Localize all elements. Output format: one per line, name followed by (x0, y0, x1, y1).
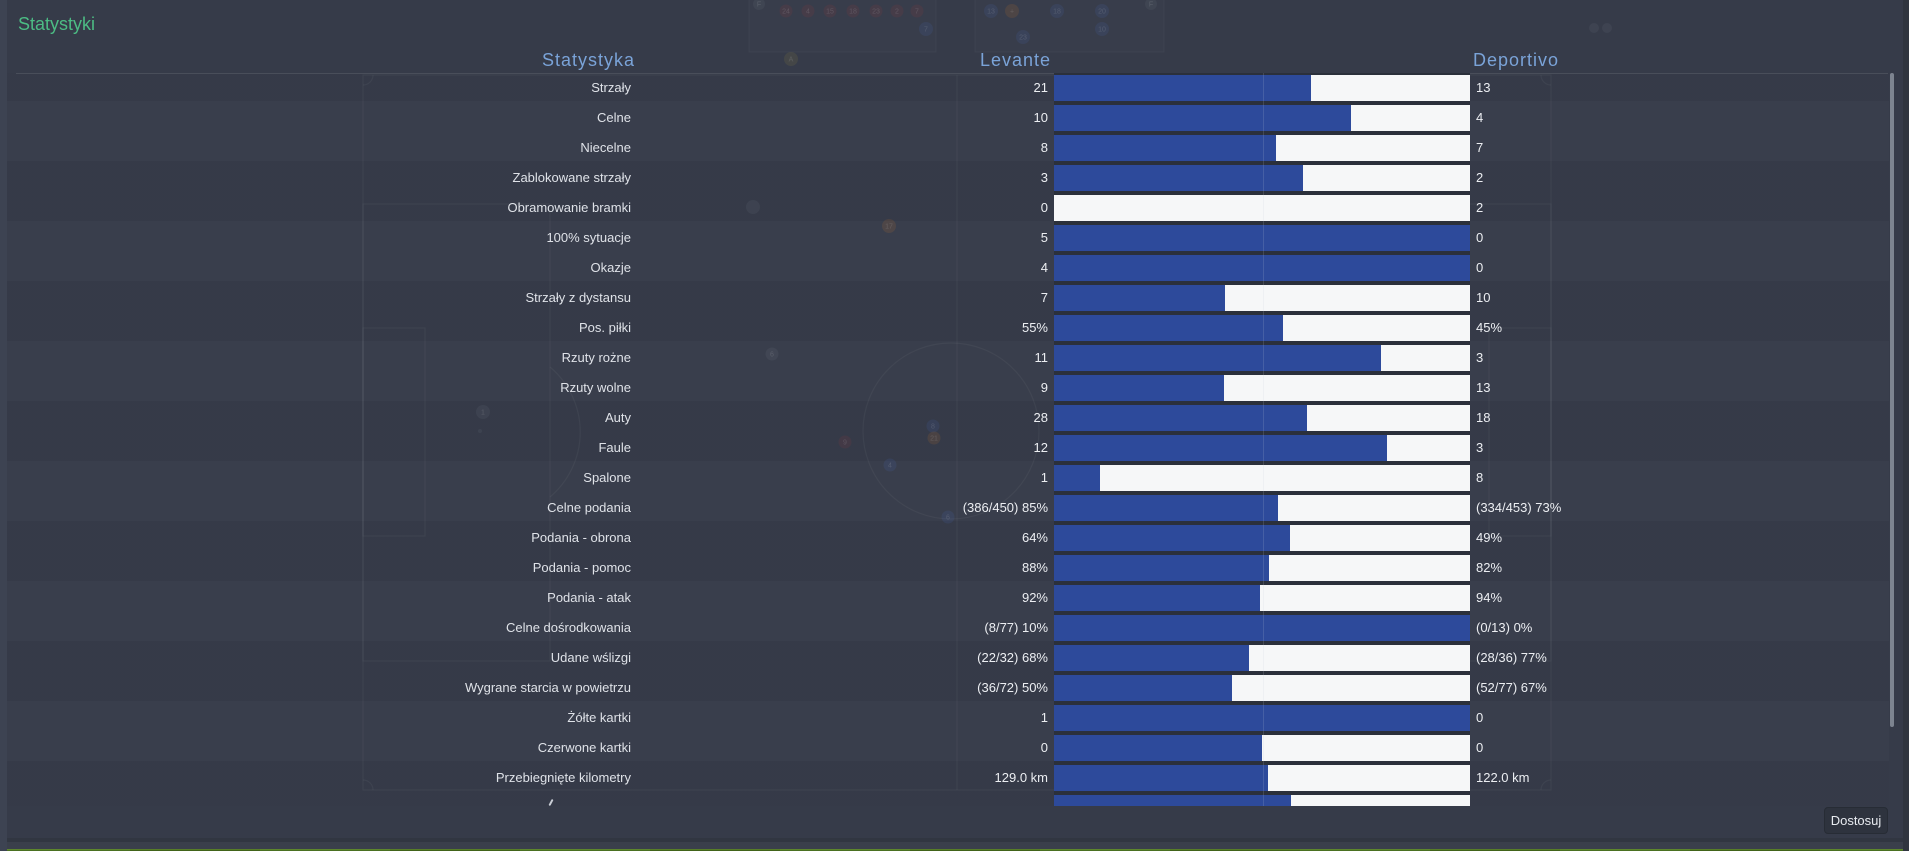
svg-text:9: 9 (843, 440, 847, 447)
svg-text:17: 17 (885, 224, 893, 231)
svg-text:8: 8 (931, 424, 935, 431)
svg-text:2: 2 (895, 9, 899, 16)
svg-text:7: 7 (915, 9, 919, 16)
svg-text:10: 10 (1098, 27, 1106, 34)
svg-text:20: 20 (1098, 9, 1106, 16)
svg-text:13: 13 (987, 9, 995, 16)
svg-text:A: A (789, 57, 794, 64)
svg-text:21: 21 (930, 436, 938, 443)
svg-text:7: 7 (924, 27, 928, 34)
svg-text:F: F (757, 2, 761, 9)
svg-text:24: 24 (782, 9, 790, 16)
svg-text:18: 18 (849, 9, 857, 16)
svg-text:+: + (1010, 9, 1014, 16)
svg-text:15: 15 (826, 9, 834, 16)
svg-text:18: 18 (1053, 9, 1061, 16)
svg-text:6: 6 (946, 515, 950, 522)
svg-text:4: 4 (806, 9, 810, 16)
svg-text:F: F (1149, 2, 1153, 9)
svg-text:1: 1 (481, 410, 485, 417)
svg-text:6: 6 (770, 352, 774, 359)
svg-text:23: 23 (1019, 35, 1027, 42)
svg-text:4: 4 (888, 463, 892, 470)
svg-text:23: 23 (872, 9, 880, 16)
